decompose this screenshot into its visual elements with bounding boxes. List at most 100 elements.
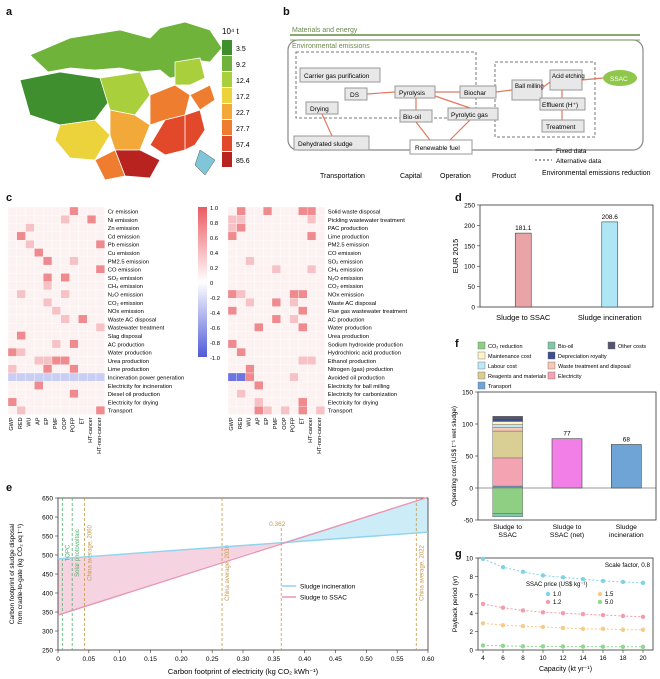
heatmap-cell <box>7 264 17 274</box>
heatmap-cell <box>95 273 105 282</box>
heatmap-cell <box>315 240 325 249</box>
box-ball-milling: Ball milling <box>511 79 544 101</box>
heatmap-cell <box>289 364 299 374</box>
heatmap-cell <box>16 240 26 249</box>
heatmap-cell <box>254 264 264 274</box>
heatmap-col-label: AP <box>255 417 261 425</box>
heatmap-cell <box>280 248 290 257</box>
heatmap-cell <box>245 264 255 274</box>
heatmap-cell <box>16 331 26 340</box>
heatmap-cell <box>263 364 273 374</box>
map-legend-label: 17.2 <box>236 94 250 101</box>
heatmap-cell <box>289 372 299 382</box>
heatmap-cell <box>87 356 97 365</box>
heatmap-cell <box>78 339 88 349</box>
heatmap-cell <box>78 356 88 365</box>
heatmap-row-label: Sodium hydroxide production <box>328 342 403 348</box>
heatmap-cell <box>298 264 308 274</box>
box-acid-etching: Acid etching <box>549 69 585 91</box>
heatmap-cell <box>271 298 281 307</box>
heatmap-cell <box>245 231 255 241</box>
heatmap-cell <box>60 223 70 233</box>
colorbar-tick: 0.6 <box>210 236 218 242</box>
heatmap-cell <box>51 264 61 274</box>
f-category-label: incineration <box>609 532 644 539</box>
heatmap-cell <box>69 389 79 399</box>
f-legend-label: Bio-oil <box>558 344 573 350</box>
heatmap-cell <box>271 256 281 266</box>
colorbar-tick: -0.8 <box>210 341 220 347</box>
heatmap-row-label: CH₄ emission <box>328 268 363 274</box>
heatmap-cell <box>60 248 70 257</box>
heatmap-cell <box>254 323 264 332</box>
map-legend-label: 12.4 <box>236 78 250 85</box>
e-xtick-label: 0 <box>56 656 60 663</box>
heatmap-cell <box>307 264 317 274</box>
map-legend-swatches: 3.5 9.2 12.4 17.2 22.7 27.7 57.4 85.6 <box>222 40 250 167</box>
heatmap-cell <box>95 347 105 357</box>
heatmap-cell <box>7 281 17 291</box>
heatmap-row-label: Diesel oil production <box>108 392 160 398</box>
box-ds: DS <box>344 87 368 101</box>
g-legend-title: SSAC price (US$ kg⁻¹) <box>526 582 588 588</box>
d-ytick-label: 100 <box>464 264 475 271</box>
heatmap-cell <box>87 215 97 224</box>
heatmap-cell <box>43 248 53 257</box>
svg-text:Product: Product <box>492 173 516 180</box>
svg-text:Acid etching: Acid etching <box>552 74 585 80</box>
heatmap-cell <box>87 397 97 407</box>
heatmap-cell <box>280 347 290 357</box>
g-legend-label: 1.2 <box>553 600 562 606</box>
heatmap-cell <box>271 231 281 241</box>
heatmap-cell <box>307 372 317 382</box>
heatmap-row-label: N₂O emission <box>108 293 143 299</box>
heatmap-cell <box>34 248 44 257</box>
e-xtick-label: 0.25 <box>206 656 219 663</box>
heatmap-cell <box>263 347 273 357</box>
colorbar-tick: -1.0 <box>210 356 220 362</box>
g-point <box>500 622 506 628</box>
heatmap-cell <box>289 256 299 266</box>
map-legend-swatch <box>222 120 232 135</box>
heatmap-cell <box>254 347 264 357</box>
g-legend-label: 1.5 <box>605 592 614 598</box>
heatmap-cell <box>95 240 105 249</box>
heatmap-col-label: HT-non-cancer <box>317 417 323 454</box>
heatmap-cell <box>227 289 237 299</box>
heatmap-cell <box>298 256 308 266</box>
heatmap-cell <box>227 381 237 390</box>
heatmap-cell <box>7 397 17 407</box>
heatmap-cell <box>60 372 70 382</box>
heatmap-cell <box>289 248 299 257</box>
heatmap-cell <box>271 314 281 324</box>
heatmap-cell <box>69 372 79 382</box>
heatmap-cell <box>60 406 70 415</box>
heatmap-cell <box>7 381 17 390</box>
f-stack-segment <box>492 416 523 420</box>
heatmap-cell <box>25 331 35 340</box>
heatmap-cell <box>87 281 97 291</box>
heatmap-col-label: GWP <box>9 417 15 430</box>
heatmap-cell <box>78 206 88 216</box>
heatmap-cell <box>307 248 317 257</box>
heatmap-row-label: AC production <box>328 317 365 323</box>
f-legend-label: CO₂ reduction <box>488 344 523 350</box>
heatmap-cell <box>69 206 79 216</box>
heatmap-cell <box>43 331 53 340</box>
f-stack-segment <box>492 430 523 459</box>
diagram-bottom-labels: Transportation Capital Operation Product… <box>320 170 651 180</box>
box-dehydrated-sludge: Dehydrated sludge <box>293 135 370 151</box>
heatmap-cell <box>7 289 17 299</box>
g-point <box>480 621 486 626</box>
heatmap-cell <box>87 231 97 241</box>
heatmap-cell <box>7 314 17 324</box>
heatmap-cell <box>51 372 61 382</box>
heatmap-cell <box>60 264 70 274</box>
heatmap-cell <box>34 289 44 299</box>
heatmap-cell <box>87 331 97 340</box>
heatmap-cell <box>25 281 35 291</box>
svg-text:Treatment: Treatment <box>546 124 576 131</box>
panel-c-label: c <box>6 192 13 204</box>
heatmap-cell <box>280 206 290 216</box>
heatmap-cell <box>271 381 281 390</box>
